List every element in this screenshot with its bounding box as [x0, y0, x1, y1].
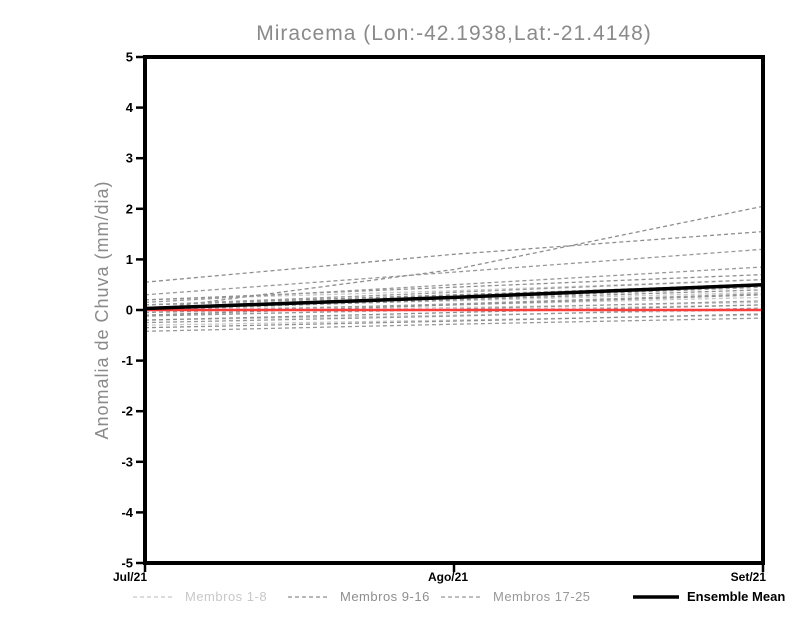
- series-line-member-3: [144, 291, 764, 309]
- series-line-member-17: [144, 248, 764, 296]
- series-line-member-24: [144, 307, 764, 324]
- series-line-member-10: [144, 205, 764, 311]
- y-tick-label: 1: [126, 252, 133, 267]
- series-line-member-9: [144, 230, 764, 283]
- y-tick-label: 2: [126, 201, 133, 216]
- series-line-member-12: [144, 284, 764, 306]
- y-tick-label: -3: [121, 454, 133, 469]
- y-tick-label: -4: [121, 505, 133, 520]
- y-tick-label: 3: [126, 151, 133, 166]
- series-line-member-8: [144, 314, 764, 326]
- y-tick-label: 0: [126, 303, 133, 318]
- x-tick-label: Ago/21: [428, 570, 468, 584]
- y-tick-label: 5: [126, 50, 133, 65]
- x-axis-ticks: Jul/21 Ago/21 Set/21: [113, 564, 766, 584]
- x-tick-label: Jul/21: [113, 570, 147, 584]
- series-lines: [144, 205, 764, 332]
- series-line-member-18: [144, 266, 764, 304]
- series-line-member-19: [144, 278, 764, 306]
- y-axis-ticks: 5 4 3 2 1 0 -1 -2 -3 -4 -5: [121, 50, 146, 571]
- y-tick-label: -5: [121, 556, 133, 571]
- y-axis-label: Anomalia de Chuva (mm/dia): [92, 180, 112, 439]
- legend-label-3: Membros 17-25: [493, 589, 591, 604]
- legend-label-2: Membros 9-16: [340, 589, 430, 604]
- y-tick-label: -2: [121, 404, 133, 419]
- series-line-member-15: [144, 304, 764, 321]
- series-line-member-25: [144, 317, 764, 332]
- series-line-member-16: [144, 313, 764, 329]
- series-line-member-13: [144, 289, 764, 311]
- series-line-member-11: [144, 273, 764, 301]
- chart-title: Miracema (Lon:-42.1938,Lat:-21.4148): [256, 22, 652, 45]
- series-line-member-7: [144, 309, 764, 321]
- legend-label-1: Membros 1-8: [185, 589, 267, 604]
- y-tick-label: 4: [126, 100, 134, 115]
- legend-label-4: Ensemble Mean: [687, 589, 785, 604]
- series-line-member-22: [144, 293, 764, 314]
- series-line-member-1: [144, 278, 764, 301]
- legend: Membros 1-8 Membros 9-16 Membros 17-25 Ense…: [133, 589, 785, 604]
- series-line-member-14: [144, 294, 764, 316]
- y-tick-label: -1: [121, 353, 133, 368]
- series-line-ensemble-mean: [144, 282, 764, 311]
- series-line-member-5: [144, 301, 764, 314]
- x-tick-label: Set/21: [731, 570, 767, 584]
